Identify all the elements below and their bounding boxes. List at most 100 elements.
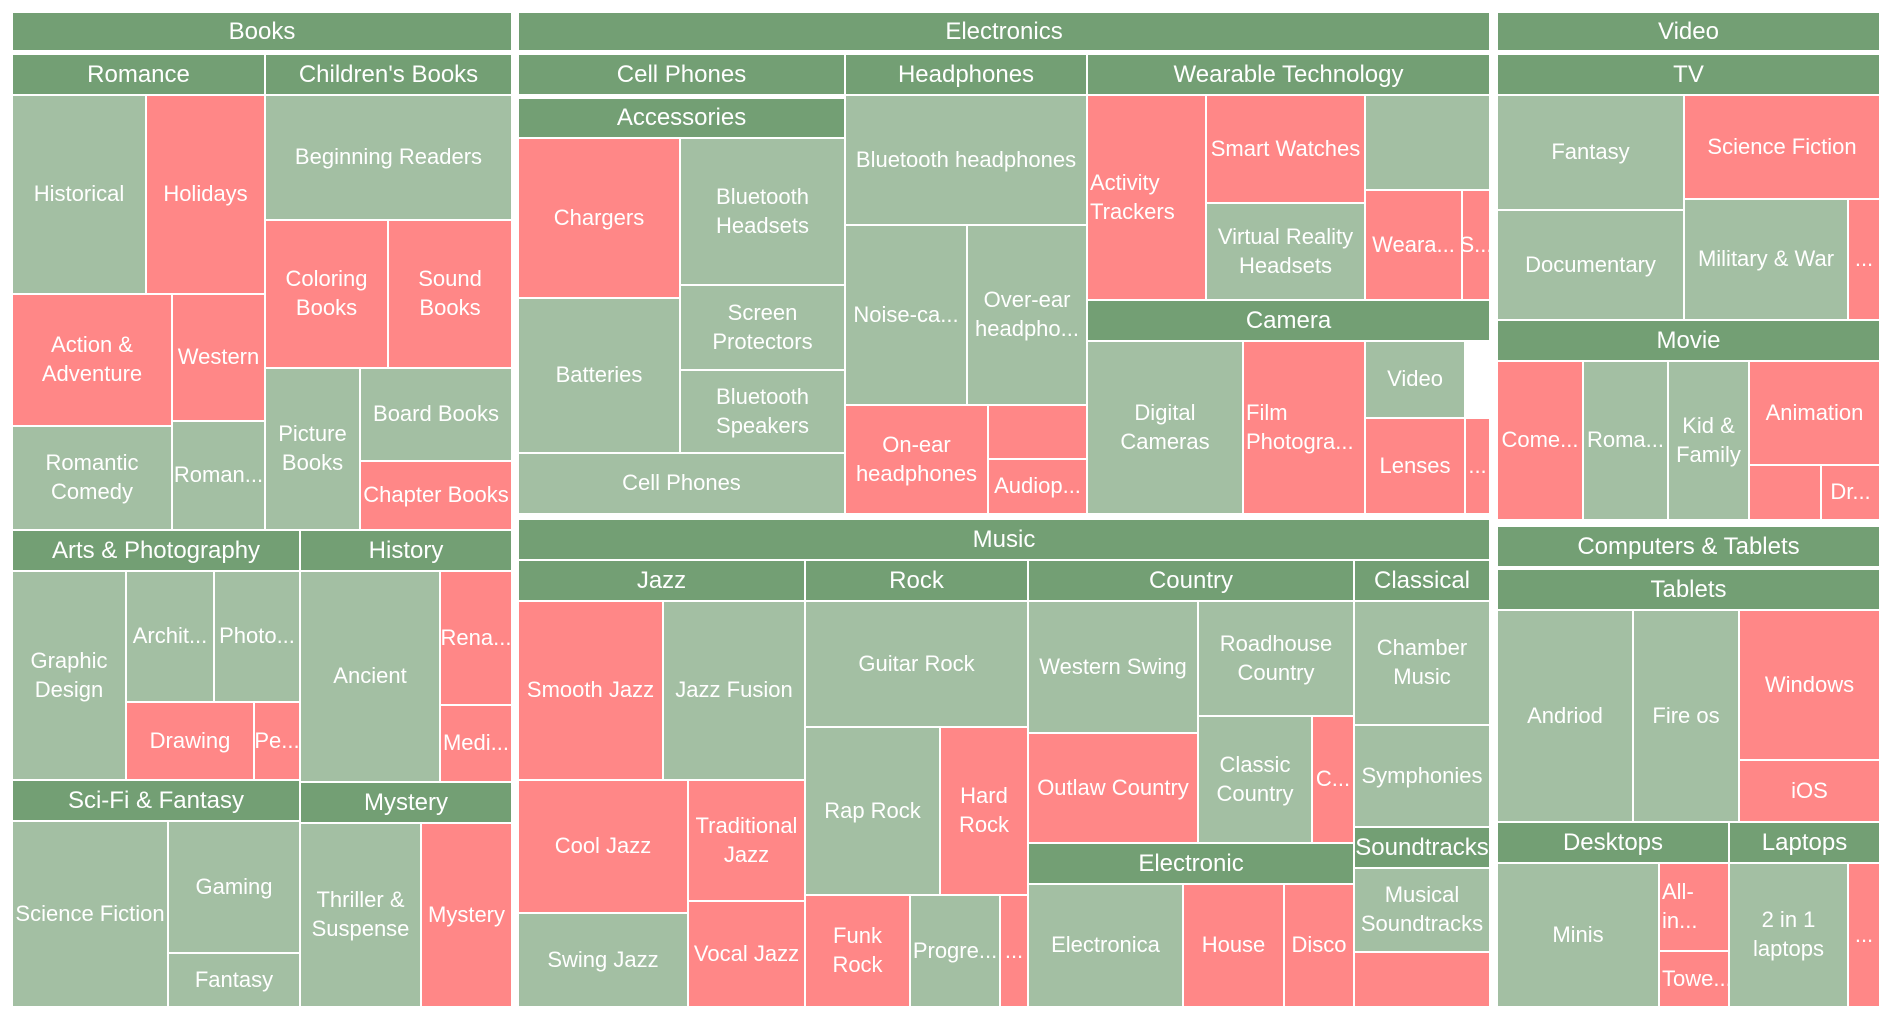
treemap-cell-western[interactable]: Western: [172, 294, 265, 421]
treemap-cell-rap-rock[interactable]: Rap Rock: [805, 727, 940, 895]
treemap-cell-picture-books[interactable]: Picture Books: [265, 368, 360, 530]
treemap-cell-towe[interactable]: Towe...: [1659, 951, 1729, 1007]
treemap-cell-animation[interactable]: Animation: [1749, 361, 1880, 465]
group-header-electronic[interactable]: Electronic: [1028, 843, 1354, 884]
treemap-cell-fantasy[interactable]: Fantasy: [168, 953, 300, 1007]
treemap-cell-2-in-1-laptops[interactable]: 2 in 1 laptops: [1729, 863, 1848, 1007]
group-header-laptops[interactable]: Laptops: [1729, 822, 1880, 863]
treemap-cell-holidays[interactable]: Holidays: [146, 95, 265, 294]
treemap-cell-chamber-music[interactable]: Chamber Music: [1354, 601, 1490, 725]
treemap-cell-bluetooth-headphones[interactable]: Bluetooth headphones: [845, 95, 1087, 225]
treemap-cell-windows[interactable]: Windows: [1739, 610, 1880, 760]
treemap-cell-pe[interactable]: Pe...: [254, 702, 300, 780]
treemap-cell-bluetooth-speakers[interactable]: Bluetooth Speakers: [680, 370, 845, 453]
treemap-cell-activity-trackers[interactable]: Activity Trackers: [1087, 95, 1206, 300]
treemap-cell-digital-cameras[interactable]: Digital Cameras: [1087, 341, 1243, 514]
treemap-cell-noise-ca[interactable]: Noise-ca...: [845, 225, 967, 405]
treemap-cell-over-ear-headpho[interactable]: Over-ear headpho...: [967, 225, 1087, 405]
group-header-tv[interactable]: TV: [1497, 54, 1880, 95]
group-header-desktops[interactable]: Desktops: [1497, 822, 1729, 863]
treemap-cell-archit[interactable]: Archit...: [126, 571, 214, 702]
treemap-cell-science-fiction[interactable]: Science Fiction: [12, 821, 168, 1007]
treemap-cell-traditional-jazz[interactable]: Traditional Jazz: [688, 780, 805, 901]
treemap-cell-blank[interactable]: ...: [1465, 418, 1490, 514]
group-header-children-s-books[interactable]: Children's Books: [265, 54, 512, 95]
treemap-cell-cell-phones[interactable]: Cell Phones: [518, 453, 845, 514]
treemap-cell-action-and-adventure[interactable]: Action & Adventure: [12, 294, 172, 426]
group-header-arts-and-photography[interactable]: Arts & Photography: [12, 530, 300, 571]
treemap-cell-c[interactable]: C...: [1312, 716, 1354, 843]
treemap-cell-guitar-rock[interactable]: Guitar Rock: [805, 601, 1028, 727]
treemap-cell-romantic-comedy[interactable]: Romantic Comedy: [12, 426, 172, 530]
group-header-books[interactable]: Books: [12, 12, 512, 51]
treemap-cell-mystery[interactable]: Mystery: [421, 823, 512, 1007]
treemap-cell-musical-soundtracks[interactable]: Musical Soundtracks: [1354, 868, 1490, 952]
treemap-cell-classic-country[interactable]: Classic Country: [1198, 716, 1312, 843]
treemap-cell-western-swing[interactable]: Western Swing: [1028, 601, 1198, 733]
treemap-cell-bluetooth-headsets[interactable]: Bluetooth Headsets: [680, 138, 845, 285]
treemap-cell-thriller-and-suspense[interactable]: Thriller & Suspense: [300, 823, 421, 1007]
treemap-cell-dr[interactable]: Dr...: [1821, 465, 1880, 520]
treemap-cell-coloring-books[interactable]: Coloring Books: [265, 220, 388, 368]
treemap-cell-progre[interactable]: Progre...: [910, 895, 1000, 1007]
treemap-cell-kid-and-family[interactable]: Kid & Family: [1668, 361, 1749, 520]
treemap-cell-historical[interactable]: Historical: [12, 95, 146, 294]
treemap-cell-graphic-design[interactable]: Graphic Design: [12, 571, 126, 780]
treemap-cell-blank[interactable]: [1365, 95, 1490, 190]
group-header-accessories[interactable]: Accessories: [518, 98, 845, 138]
treemap-cell-audiop[interactable]: Audiop...: [988, 459, 1087, 514]
group-header-rock[interactable]: Rock: [805, 560, 1028, 601]
treemap-cell-chargers[interactable]: Chargers: [518, 138, 680, 298]
group-header-romance[interactable]: Romance: [12, 54, 265, 95]
treemap-cell-outlaw-country[interactable]: Outlaw Country: [1028, 733, 1198, 843]
treemap-cell-house[interactable]: House: [1183, 884, 1284, 1007]
group-header-video[interactable]: Video: [1497, 12, 1880, 51]
group-header-wearable-technology[interactable]: Wearable Technology: [1087, 54, 1490, 95]
treemap-cell-board-books[interactable]: Board Books: [360, 368, 512, 461]
group-header-headphones[interactable]: Headphones: [845, 54, 1087, 95]
group-header-sci-fi-and-fantasy[interactable]: Sci-Fi & Fantasy: [12, 780, 300, 821]
treemap-cell-screen-protectors[interactable]: Screen Protectors: [680, 285, 845, 370]
treemap-cell-lenses[interactable]: Lenses: [1365, 418, 1465, 514]
group-header-music[interactable]: Music: [518, 519, 1490, 560]
treemap-cell-video[interactable]: Video: [1365, 341, 1465, 418]
treemap-cell-jazz-fusion[interactable]: Jazz Fusion: [663, 601, 805, 780]
treemap-cell-on-ear-headphones[interactable]: On-ear headphones: [845, 405, 988, 514]
treemap-cell-blank[interactable]: ...: [1848, 863, 1880, 1007]
group-header-mystery[interactable]: Mystery: [300, 782, 512, 823]
treemap-cell-blank[interactable]: ...: [1848, 199, 1880, 320]
group-header-camera[interactable]: Camera: [1087, 300, 1490, 341]
treemap-cell-smooth-jazz[interactable]: Smooth Jazz: [518, 601, 663, 780]
group-header-cell-phones[interactable]: Cell Phones: [518, 54, 845, 95]
treemap-cell-ios[interactable]: iOS: [1739, 760, 1880, 822]
treemap-cell-fire-os[interactable]: Fire os: [1633, 610, 1739, 822]
treemap-cell-film-photogra[interactable]: Film Photogra...: [1243, 341, 1365, 514]
treemap-cell-photo[interactable]: Photo...: [214, 571, 300, 702]
treemap-cell-drawing[interactable]: Drawing: [126, 702, 254, 780]
group-header-electronics[interactable]: Electronics: [518, 12, 1490, 51]
treemap-cell-blank[interactable]: [988, 405, 1087, 459]
treemap-cell-electronica[interactable]: Electronica: [1028, 884, 1183, 1007]
treemap-cell-blank[interactable]: [1354, 952, 1490, 1007]
treemap-cell-batteries[interactable]: Batteries: [518, 298, 680, 453]
treemap-cell-hard-rock[interactable]: Hard Rock: [940, 727, 1028, 895]
group-header-movie[interactable]: Movie: [1497, 320, 1880, 361]
treemap-cell-minis[interactable]: Minis: [1497, 863, 1659, 1007]
treemap-cell-vocal-jazz[interactable]: Vocal Jazz: [688, 901, 805, 1007]
treemap-cell-symphonies[interactable]: Symphonies: [1354, 725, 1490, 827]
treemap-cell-gaming[interactable]: Gaming: [168, 821, 300, 953]
group-header-history[interactable]: History: [300, 530, 512, 571]
treemap-cell-roman[interactable]: Roman...: [172, 421, 265, 530]
treemap-cell-virtual-reality-headsets[interactable]: Virtual Reality Headsets: [1206, 203, 1365, 300]
treemap-cell-sound-books[interactable]: Sound Books: [388, 220, 512, 368]
treemap-cell-disco[interactable]: Disco: [1284, 884, 1354, 1007]
treemap-cell-funk-rock[interactable]: Funk Rock: [805, 895, 910, 1007]
treemap-cell-swing-jazz[interactable]: Swing Jazz: [518, 913, 688, 1007]
treemap-cell-rena[interactable]: Rena...: [440, 571, 512, 705]
treemap-cell-documentary[interactable]: Documentary: [1497, 210, 1684, 320]
treemap-cell-come[interactable]: Come...: [1497, 361, 1583, 520]
group-header-classical[interactable]: Classical: [1354, 560, 1490, 601]
treemap-cell-andriod[interactable]: Andriod: [1497, 610, 1633, 822]
treemap-cell-blank[interactable]: [1749, 465, 1821, 520]
group-header-jazz[interactable]: Jazz: [518, 560, 805, 601]
